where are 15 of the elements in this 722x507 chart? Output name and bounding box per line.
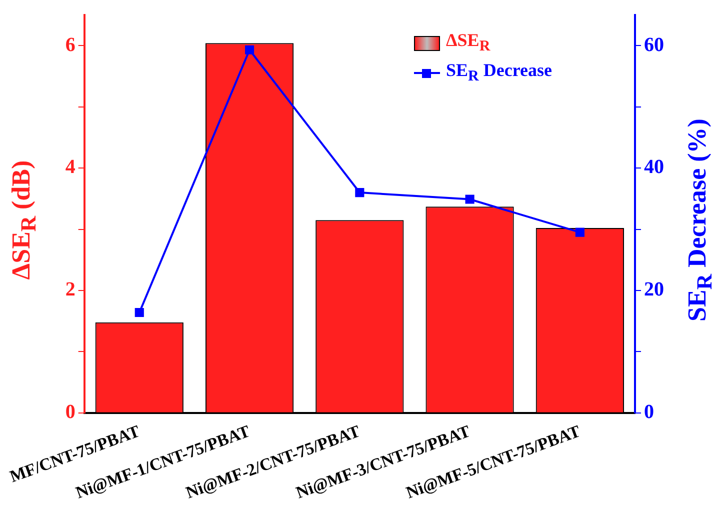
legend-label: SE$_{R}$ Decrease: [446, 60, 552, 86]
point: [355, 188, 364, 198]
point: [134, 308, 144, 318]
y-tick-label: 2: [65, 278, 76, 301]
y-tick-label: 4: [65, 156, 76, 178]
y2-tick-label: 60: [644, 34, 664, 56]
point: [575, 228, 584, 237]
y2-tick-label: 20: [644, 278, 664, 301]
point: [244, 45, 254, 54]
y2-tick-label: 0: [644, 401, 654, 424]
y2-tick-label: 40: [644, 156, 664, 178]
y-tick-label: 6: [65, 34, 76, 56]
point: [465, 194, 474, 204]
y-tick-label: 0: [65, 401, 76, 424]
legend-label: ΔSE$_{R}$: [446, 30, 490, 56]
